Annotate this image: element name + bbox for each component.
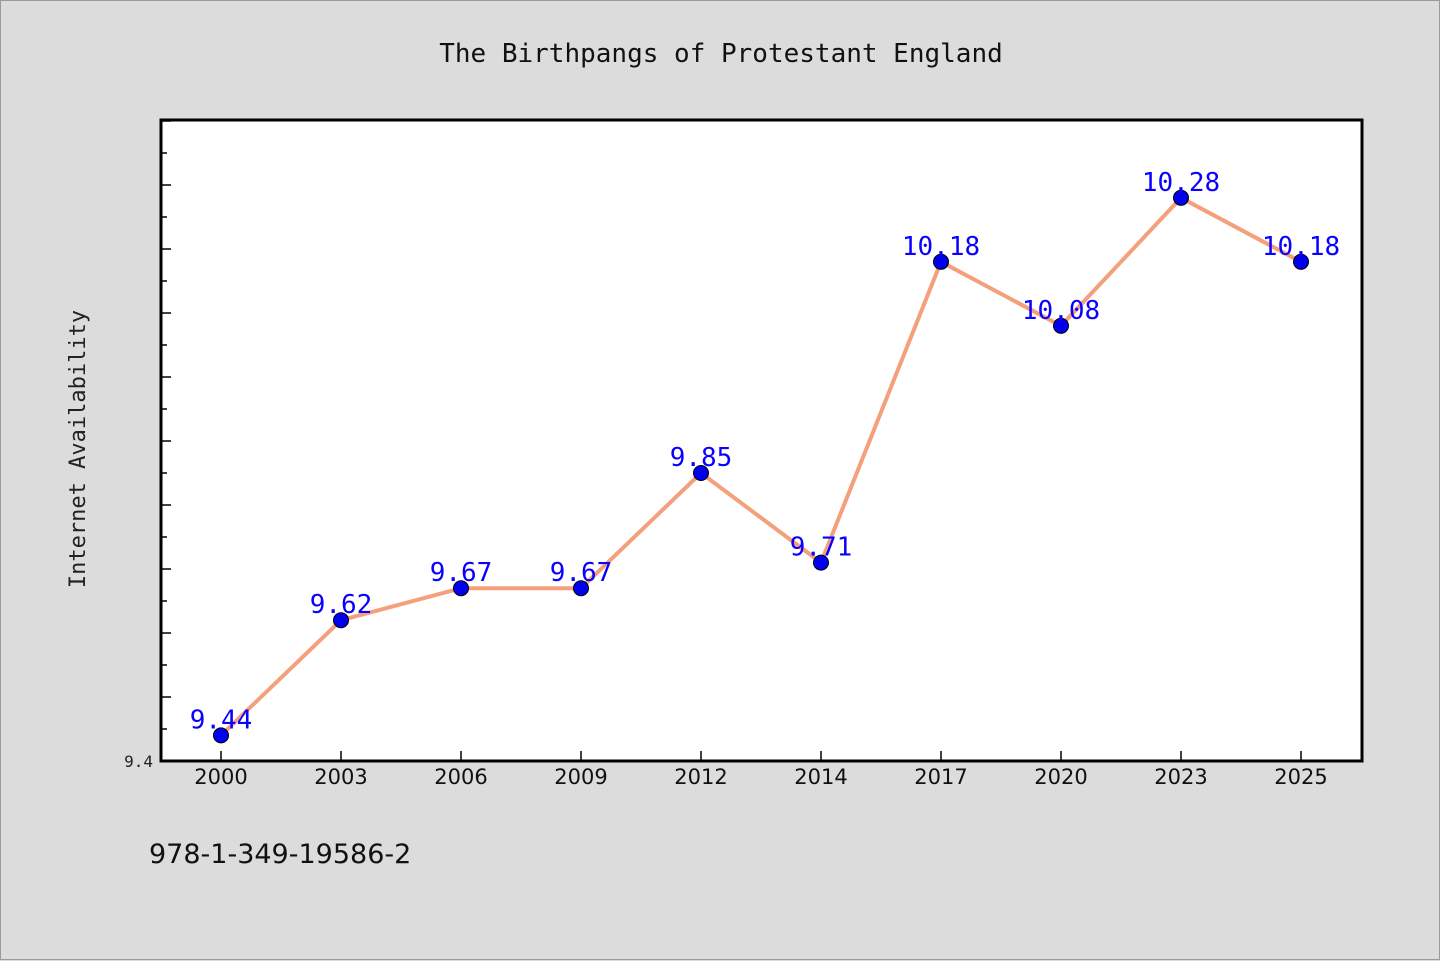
data-label: 10.18 [902, 232, 980, 262]
y-axis-label: Internet Availability [66, 310, 91, 588]
x-tick-label: 2014 [794, 765, 847, 789]
x-tick-label: 2009 [554, 765, 607, 789]
x-tick-label: 2020 [1034, 765, 1087, 789]
isbn-footer: 978-1-349-19586-2 [149, 839, 411, 870]
data-label: 10.08 [1022, 296, 1100, 326]
data-label: 9.67 [430, 558, 493, 588]
data-label: 9.85 [670, 443, 733, 473]
data-label: 9.71 [790, 533, 853, 563]
series-line [219, 195, 1303, 738]
data-label: 9.44 [190, 705, 253, 735]
x-tick-label: 2003 [314, 765, 367, 789]
data-label: 9.62 [310, 590, 373, 620]
data-point [1293, 253, 1309, 270]
data-label: 10.28 [1142, 168, 1220, 198]
x-tick-label: 2025 [1274, 765, 1327, 789]
x-tick-label: 2017 [914, 765, 967, 789]
data-label: 9.67 [550, 558, 613, 588]
data-point [1053, 317, 1069, 334]
data-point [1173, 189, 1189, 206]
x-tick-label: 2023 [1154, 765, 1207, 789]
x-axis-ticks: 2000 2003 2006 2009 2012 2014 2017 2020 2023 2025 [194, 751, 1328, 789]
data-label: 10.18 [1262, 232, 1340, 262]
plot-area [159, 118, 1364, 763]
data-point [573, 580, 589, 597]
data-point [213, 727, 229, 744]
data-point [813, 554, 829, 571]
x-tick-label: 2006 [434, 765, 487, 789]
x-tick-label: 2012 [674, 765, 727, 789]
x-tick-label: 2000 [194, 765, 247, 789]
y-axis-ticks: 9.4 [124, 120, 171, 771]
data-point [933, 253, 949, 270]
data-point [453, 580, 469, 597]
y-tick-label: 9.4 [124, 752, 153, 771]
data-point [333, 612, 349, 629]
data-point [693, 465, 709, 481]
series-layer: 9.44 9.62 9.67 9.67 9.85 9.71 10.18 10.08 10.28 1… [190, 168, 1340, 744]
chart-title: The Birthpangs of Protestant England [439, 39, 1003, 69]
